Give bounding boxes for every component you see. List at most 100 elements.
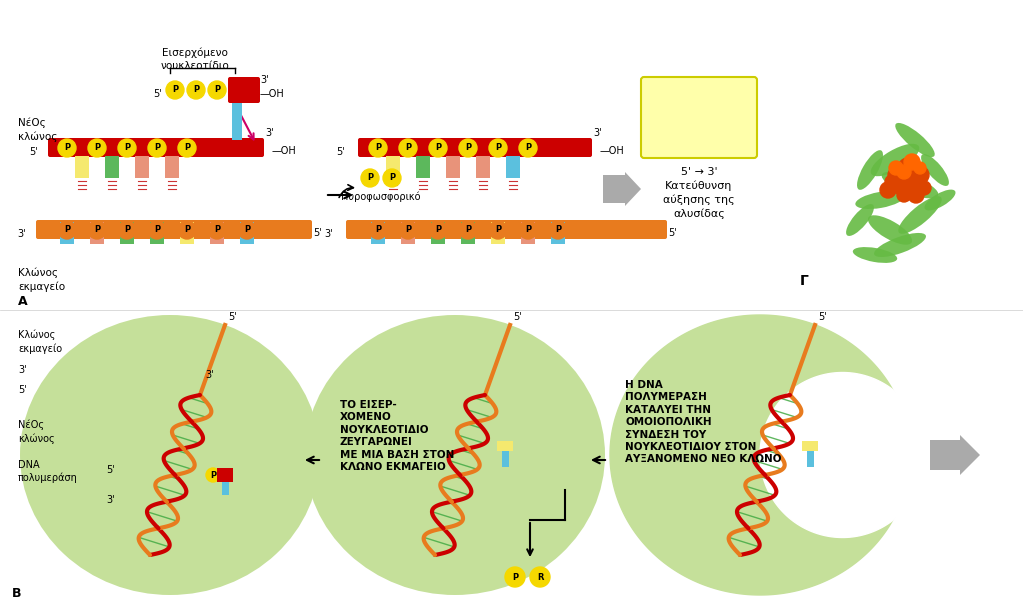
Text: 5': 5': [668, 228, 677, 238]
Circle shape: [914, 162, 926, 174]
Circle shape: [885, 175, 899, 189]
Circle shape: [897, 165, 911, 179]
Text: 5' → 3'
Κατεύθυνση
αύξησης της
αλυσίδας: 5' → 3' Κατεύθυνση αύξησης της αλυσίδας: [663, 167, 735, 219]
Circle shape: [238, 221, 256, 239]
Text: P: P: [153, 225, 160, 235]
Text: P: P: [94, 144, 100, 153]
Circle shape: [429, 139, 447, 157]
Text: Kλώνος
εκμαγείο: Kλώνος εκμαγείο: [18, 268, 65, 291]
Bar: [232, 101, 242, 140]
Circle shape: [459, 139, 477, 157]
Text: P: P: [214, 86, 220, 95]
Text: Εισερχόμενο
νουκλεοτίδιο: Εισερχόμενο νουκλεοτίδιο: [161, 48, 229, 71]
FancyBboxPatch shape: [36, 220, 312, 239]
Bar: [416, 156, 430, 178]
Bar: [105, 156, 119, 178]
Text: P: P: [435, 225, 441, 235]
Text: Η DNA
ΠΟΛΥΜΕΡΑΣΗ
ΚΑΤΑΛΥΕΙ ΤΗΝ
ΟΜΟΙΟΠΟΛΙΚΗ
ΣΥΝΔΕΣΗ ΤΟΥ
ΝΟΥΚΛΕΟΤΙΔΙΟΥ ΣΤΟΝ
ΑΥΞΑΝΟΜ: Η DNA ΠΟΛΥΜΕΡΑΣΗ ΚΑΤΑΛΥΕΙ ΤΗΝ ΟΜΟΙΟΠΟΛΙΚ…: [625, 380, 782, 464]
Circle shape: [908, 187, 924, 203]
FancyBboxPatch shape: [641, 77, 757, 158]
Text: P: P: [210, 470, 216, 480]
FancyBboxPatch shape: [48, 138, 264, 157]
Text: P: P: [435, 144, 441, 153]
Circle shape: [891, 176, 909, 194]
Bar: [802, 441, 818, 451]
Circle shape: [519, 139, 537, 157]
Text: P: P: [464, 225, 471, 235]
Circle shape: [88, 221, 106, 239]
Text: 5': 5': [30, 147, 38, 157]
Text: TΟ ΕΙΣΕΡ-
ΧΟΜΕΝΟ
ΝΟΥΚΛΕΟΤΙΔΙΟ
ΖΕΥΓΑΡΩΝΕΙ
ΜΕ ΜΙΑ ΒΑΣΗ ΣΤΟΝ
ΚΛΩΝΟ ΕΚΜΑΓΕΙΟ: TΟ ΕΙΣΕΡ- ΧΟΜΕΝΟ ΝΟΥΚΛΕΟΤΙΔΙΟ ΖΕΥΓΑΡΩΝΕΙ…: [340, 400, 454, 472]
Text: Γ: Γ: [800, 274, 809, 288]
Text: P: P: [464, 144, 471, 153]
Text: Πυροφωσφορικό: Πυροφωσφορικό: [342, 192, 420, 202]
Text: NέOς
κλώνος: NέOς κλώνος: [18, 118, 57, 142]
Bar: [401, 222, 415, 244]
Bar: [521, 222, 535, 244]
Bar: [180, 222, 194, 244]
Text: P: P: [375, 144, 381, 153]
Circle shape: [178, 221, 196, 239]
Circle shape: [530, 567, 550, 587]
Bar: [222, 482, 229, 495]
Text: P: P: [193, 86, 199, 95]
Text: P: P: [405, 225, 411, 235]
Text: 5': 5': [18, 385, 27, 395]
Circle shape: [904, 177, 920, 193]
Text: P: P: [367, 174, 373, 183]
Circle shape: [369, 139, 387, 157]
Bar: [217, 468, 233, 482]
Text: P: P: [495, 225, 501, 235]
FancyArrow shape: [603, 172, 641, 206]
Text: 5': 5': [818, 312, 827, 322]
Bar: [386, 156, 400, 178]
FancyBboxPatch shape: [358, 138, 592, 157]
Bar: [60, 222, 74, 244]
Circle shape: [880, 182, 896, 198]
Text: P: P: [525, 144, 531, 153]
Text: —OH: —OH: [601, 146, 625, 156]
Text: P: P: [525, 225, 531, 235]
Text: 3': 3': [265, 128, 273, 138]
Text: P: P: [94, 225, 100, 235]
Text: —OH: —OH: [260, 89, 284, 99]
Text: B: B: [12, 587, 21, 600]
Circle shape: [58, 221, 76, 239]
Circle shape: [429, 221, 447, 239]
Text: P: P: [214, 225, 220, 235]
Text: 3': 3': [106, 495, 115, 505]
Bar: [497, 441, 513, 451]
Bar: [551, 222, 565, 244]
Text: A: A: [18, 295, 28, 308]
Circle shape: [505, 567, 525, 587]
Ellipse shape: [857, 150, 883, 190]
Circle shape: [208, 221, 226, 239]
Text: P: P: [63, 225, 70, 235]
Circle shape: [399, 139, 417, 157]
Circle shape: [369, 221, 387, 239]
Bar: [135, 156, 149, 178]
Bar: [165, 156, 179, 178]
Ellipse shape: [874, 233, 926, 257]
Circle shape: [489, 139, 507, 157]
Bar: [431, 222, 445, 244]
Circle shape: [519, 221, 537, 239]
Bar: [502, 451, 509, 467]
Circle shape: [489, 221, 507, 239]
Circle shape: [904, 154, 920, 170]
Bar: [807, 451, 814, 467]
Text: 5': 5': [513, 312, 522, 322]
Circle shape: [549, 221, 567, 239]
Ellipse shape: [871, 144, 920, 176]
Circle shape: [383, 169, 401, 187]
Text: 3': 3': [260, 75, 269, 85]
Circle shape: [166, 81, 184, 99]
Text: 5': 5': [337, 147, 345, 157]
Bar: [476, 156, 490, 178]
Circle shape: [187, 81, 205, 99]
Text: —OH: —OH: [272, 146, 297, 156]
Circle shape: [148, 139, 166, 157]
Text: P: P: [554, 225, 561, 235]
Text: P: P: [124, 225, 130, 235]
Bar: [446, 156, 460, 178]
